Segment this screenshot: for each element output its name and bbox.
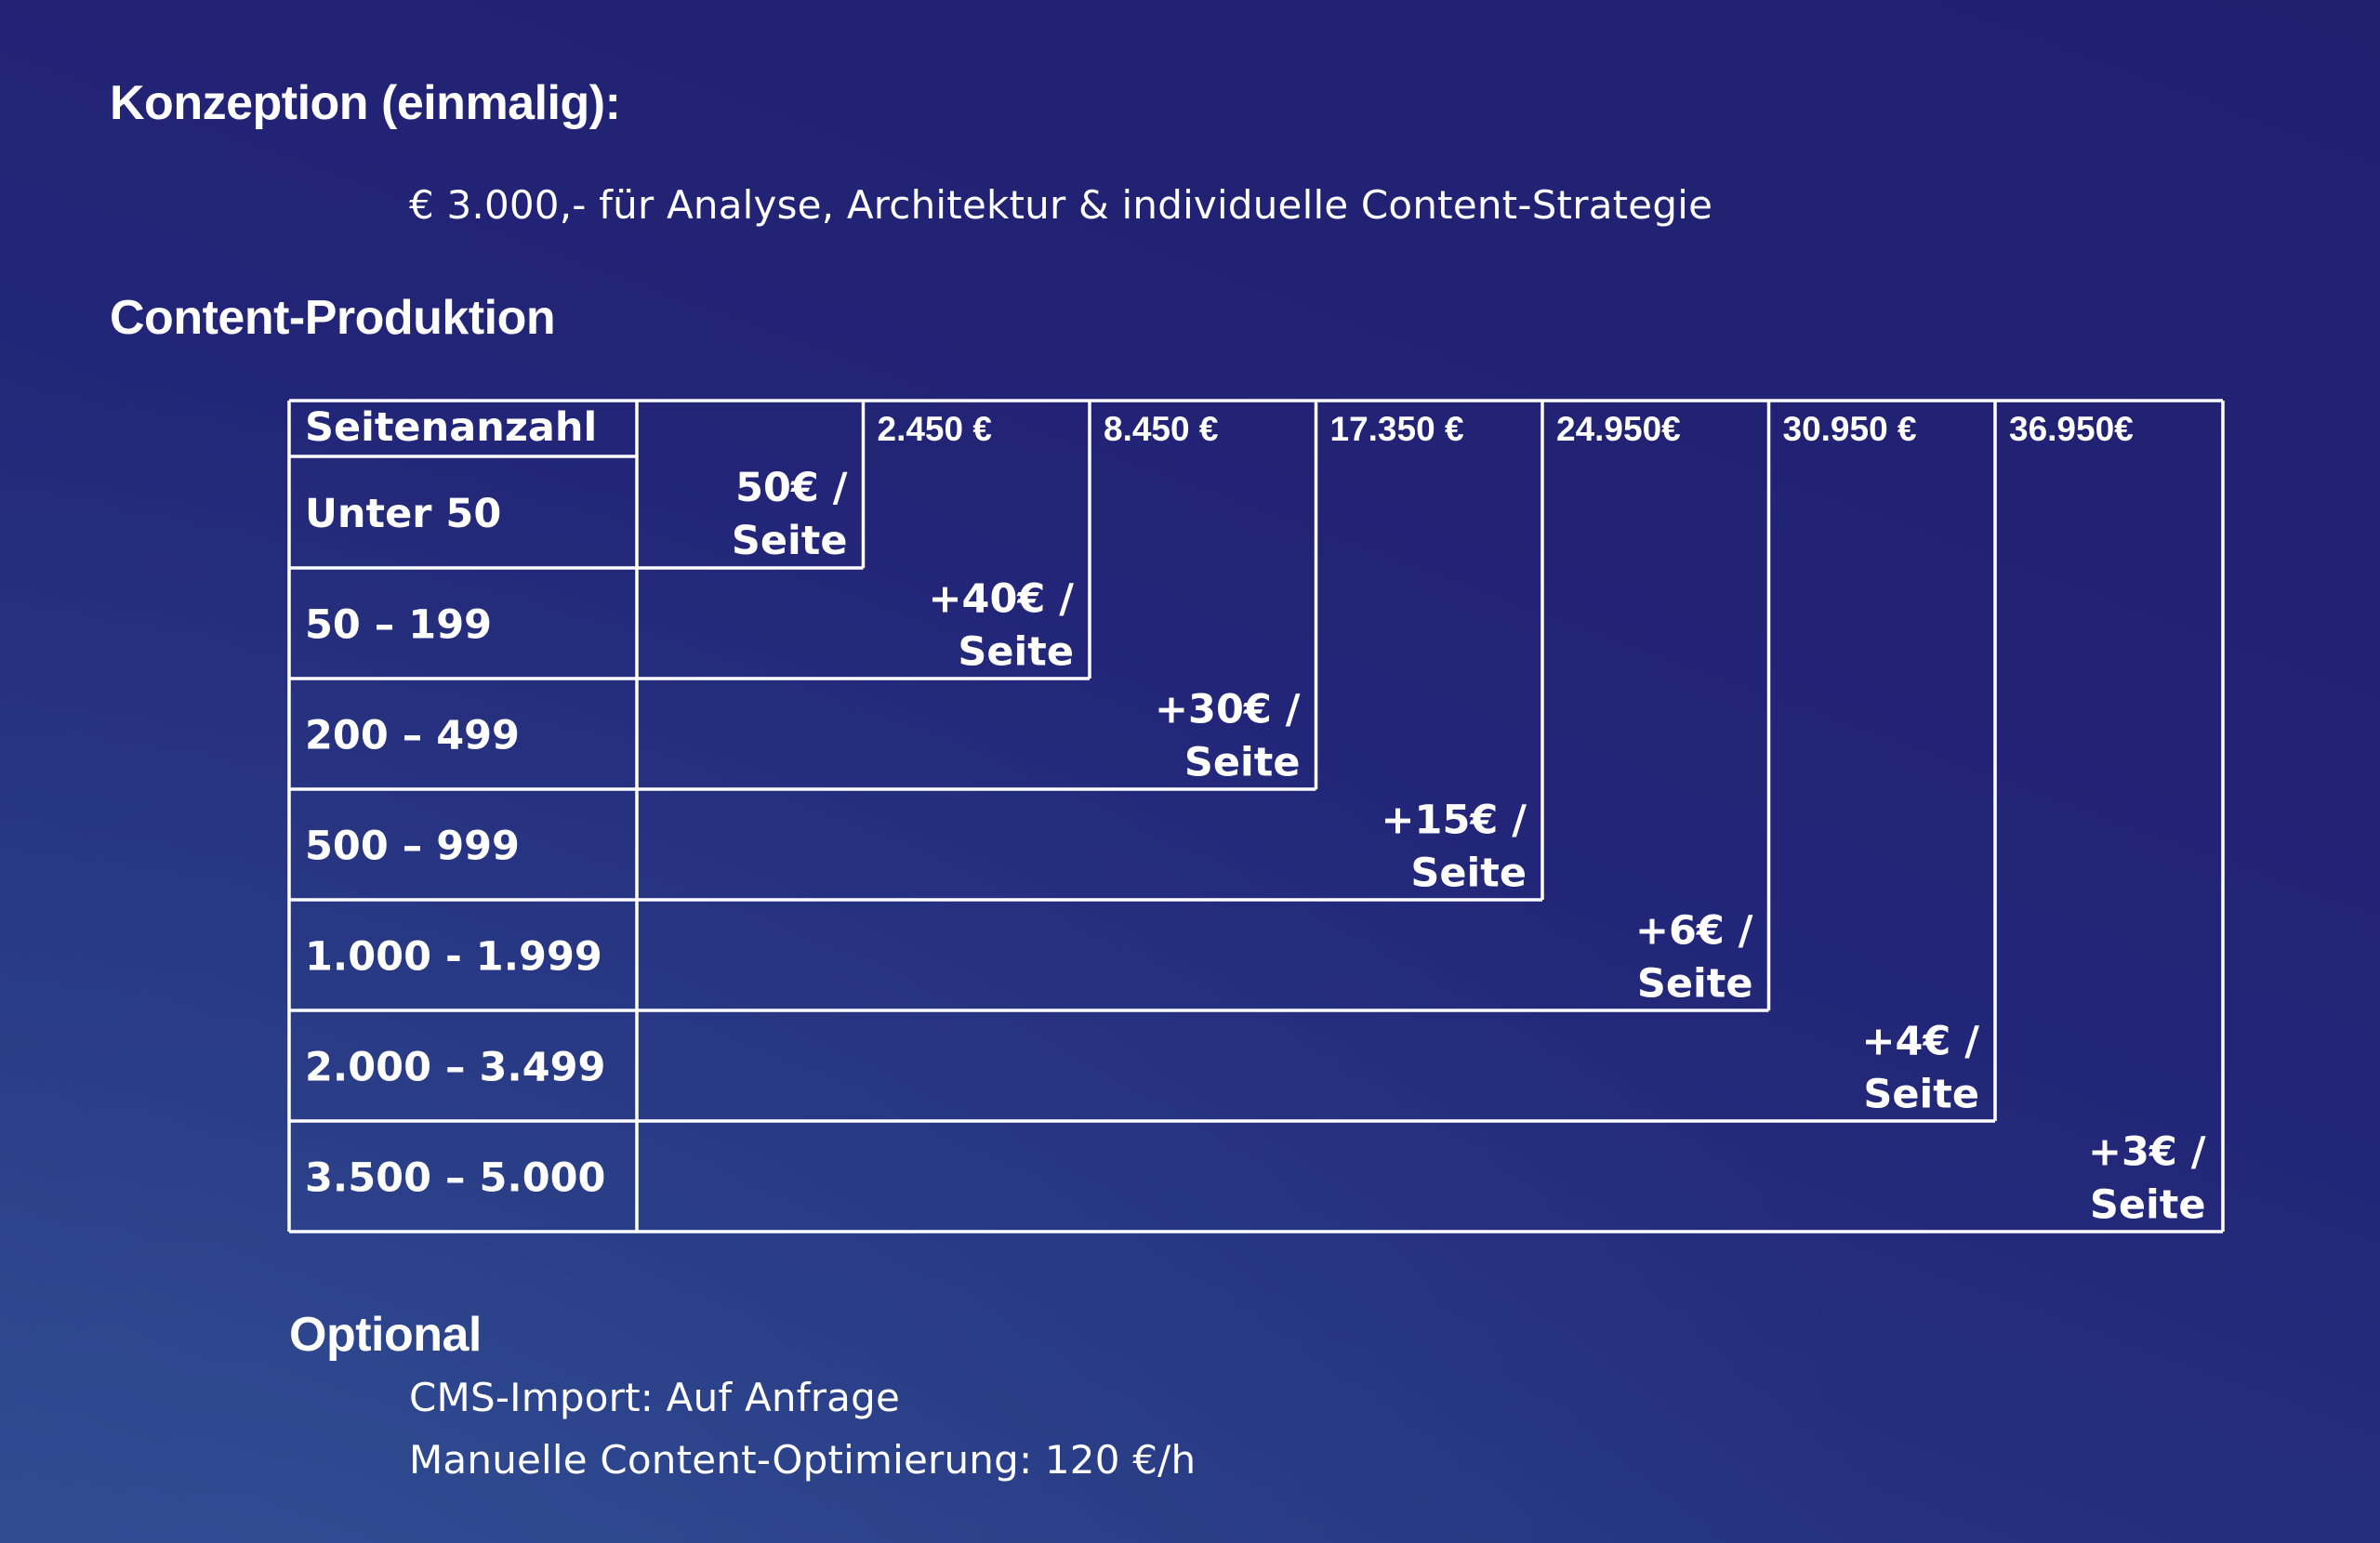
column-price: 24.950€ (1556, 410, 1681, 448)
row-label: 3.500 – 5.000 (305, 1155, 605, 1202)
optional-item-cms-import: CMS-Import: Auf Anfrage (409, 1375, 901, 1420)
rate-per-page: +15€ / (1382, 798, 1527, 844)
row-label: 2.000 – 3.499 (305, 1045, 605, 1091)
rate-unit: Seite (958, 629, 1074, 676)
rate-unit: Seite (1184, 740, 1301, 786)
rate-unit: Seite (732, 518, 848, 564)
column-price: 2.450 € (878, 410, 992, 448)
rate-per-page: +3€ / (2088, 1129, 2206, 1176)
rate-per-page: +30€ / (1155, 687, 1301, 733)
rate-unit: Seite (1863, 1072, 1979, 1118)
row-label: Unter 50 (305, 491, 501, 537)
row-label: 1.000 - 1.999 (305, 934, 602, 981)
konzeption-heading: Konzeption (einmalig): (110, 76, 621, 130)
konzeption-description: € 3.000,- für Analyse, Architektur & ind… (409, 182, 1713, 228)
pricing-table: Unter 50 50€ / Seite 50 – 199 +40€ / Seite 200… (0, 0, 2380, 1283)
rate-unit: Seite (1637, 961, 1753, 1008)
column-price: 17.350 € (1330, 410, 1464, 448)
content-produktion-heading: Content-Produktion (110, 291, 556, 345)
column-price: 36.950€ (2009, 410, 2134, 448)
rate-unit: Seite (2090, 1182, 2206, 1229)
rate-per-page: +4€ / (1861, 1019, 1979, 1065)
row-label: 200 – 499 (305, 713, 520, 759)
rate-per-page: 50€ / (735, 465, 848, 511)
row-label: 50 – 199 (305, 602, 492, 649)
row-label: 500 – 999 (305, 824, 520, 870)
rate-per-page: +40€ / (929, 576, 1075, 623)
optional-item-content-optimierung: Manuelle Content-Optimierung: 120 €/h (409, 1437, 1197, 1483)
rate-per-page: +6€ / (1635, 908, 1753, 955)
optional-heading: Optional (289, 1308, 482, 1362)
rate-unit: Seite (1410, 851, 1527, 897)
column-price: 8.450 € (1104, 410, 1218, 448)
column-price: 30.950 € (1783, 410, 1917, 448)
header-label-seitenanzahl: Seitenanzahl (305, 404, 597, 451)
